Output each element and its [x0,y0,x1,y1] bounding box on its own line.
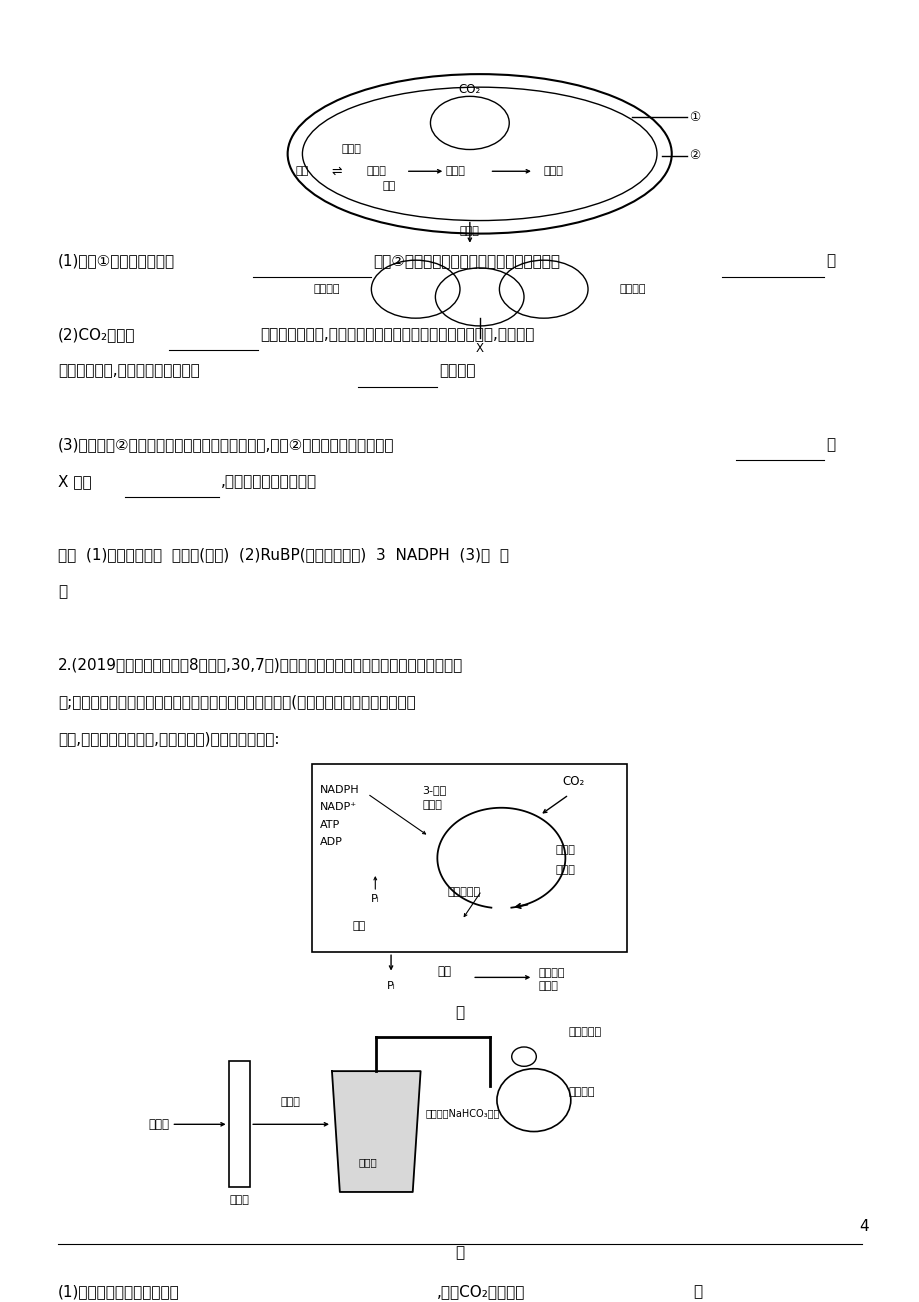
Text: (1)图中①的主要组成分是: (1)图中①的主要组成分是 [58,254,176,268]
Text: X: X [475,342,483,355]
Text: ①: ① [688,111,700,124]
Text: (3)三碳糖在②中能够转化为淀粉、蛋白质、脂质,说明②中有许多起催化作用的: (3)三碳糖在②中能够转化为淀粉、蛋白质、脂质,说明②中有许多起催化作用的 [58,437,394,452]
Text: 次卡尔文循环,需要由光反应产生的: 次卡尔文循环,需要由光反应产生的 [58,363,199,379]
Text: 单色光: 单色光 [280,1096,301,1107]
Text: ATP: ATP [320,820,340,829]
Text: 金鱼藻: 金鱼藻 [357,1156,377,1167]
Text: CO₂: CO₂ [459,83,481,96]
Text: 甘油酸: 甘油酸 [422,801,442,811]
Text: 葡萄糖: 葡萄糖 [341,145,361,154]
Text: 4: 4 [858,1220,868,1234]
Text: 三碳糖: 三碳糖 [366,167,386,176]
Text: (1)图甲方框内的结构可表示: (1)图甲方框内的结构可表示 [58,1284,180,1299]
Text: 细胞呼吸: 细胞呼吸 [618,284,645,294]
Text: Pᵢ: Pᵢ [370,894,380,905]
Text: 他部位: 他部位 [538,982,558,991]
Text: 结合生成三碳酸,然后被还原为三碳糖。形成一分子三碳糖,需要进行: 结合生成三碳酸,然后被还原为三碳糖。形成一分子三碳糖,需要进行 [260,327,534,342]
Text: 脂质: 脂质 [382,181,395,191]
Text: 程;图乙表示在适宜的温度下测定金鱼藻光合作用强度装置(氧气传感器可监测氧气浓度的: 程;图乙表示在适宜的温度下测定金鱼藻光合作用强度装置(氧气传感器可监测氧气浓度的 [58,694,415,710]
Text: 糖: 糖 [58,585,67,599]
Text: 三碳糖: 三碳糖 [460,227,480,236]
Text: 乙: 乙 [455,1245,464,1260]
Text: 核酮糖: 核酮糖 [555,845,575,855]
Text: ADP: ADP [320,837,343,848]
Text: 甲: 甲 [455,1005,464,1021]
Text: 较低浓度NaHCO₃溶液: 较低浓度NaHCO₃溶液 [425,1108,499,1118]
Text: 变化,滤光片有多种可选,且位置固定)。据图回答问题:: 变化,滤光片有多种可选,且位置固定)。据图回答问题: [58,730,279,746]
Text: 蔗糖: 蔗糖 [437,965,451,978]
Text: 淀粉: 淀粉 [353,921,366,931]
Text: 自然光: 自然光 [148,1118,169,1131]
Text: 。: 。 [825,437,834,452]
Text: ,能被植物体细胞利用。: ,能被植物体细胞利用。 [221,474,316,488]
Text: 答案  (1)磷脂和蛋白质  类囊体(基粒)  (2)RuBP(核酮糖二磷酸)  3  NADPH  (3)酶  蔗: 答案 (1)磷脂和蛋白质 类囊体(基粒) (2)RuBP(核酮糖二磷酸) 3 N… [58,547,508,562]
Text: 三碳糖磷酸: 三碳糖磷酸 [447,887,480,897]
Ellipse shape [430,96,509,150]
Text: 提供氢。: 提供氢。 [439,363,475,379]
Text: NADP⁺: NADP⁺ [320,802,357,812]
Text: 3-磷酸: 3-磷酸 [422,785,447,796]
Text: NADPH: NADPH [320,785,359,796]
Text: 运送到其: 运送到其 [538,967,564,978]
Text: 氧气传感器: 氧气传感器 [568,1027,601,1038]
Text: (2)CO₂首先与: (2)CO₂首先与 [58,327,135,342]
Text: 滤光片: 滤光片 [229,1195,249,1204]
Text: 。: 。 [693,1284,702,1299]
Text: ⇌: ⇌ [331,165,342,178]
Text: 淀粉: 淀粉 [296,167,309,176]
Text: 感气装置: 感气装置 [568,1087,595,1098]
Bar [312,764,627,952]
Text: 2.(2019届浙江超级全能生8月联考,30,7分)如图甲表示水稻叶肉细胞中光合作用的部分过: 2.(2019届浙江超级全能生8月联考,30,7分)如图甲表示水稻叶肉细胞中光合… [58,658,463,672]
Text: X 表示: X 表示 [58,474,92,488]
Text: 其他代谢: 其他代谢 [313,284,340,294]
Text: 。: 。 [825,254,834,268]
Text: Pᵢ: Pᵢ [386,982,395,991]
Text: CO₂: CO₂ [562,775,584,788]
Text: 。为②中发生的卡尔文循环提供能量的结构是: 。为②中发生的卡尔文循环提供能量的结构是 [373,254,560,268]
Text: ,其中CO₂的受体是: ,其中CO₂的受体是 [437,1284,525,1299]
Text: 二磷酸: 二磷酸 [555,865,575,875]
Text: ②: ② [688,150,700,163]
Polygon shape [332,1072,420,1191]
Bar [228,1061,250,1187]
Text: 蛋白质: 蛋白质 [543,167,563,176]
Text: 氨基酸: 氨基酸 [445,167,464,176]
